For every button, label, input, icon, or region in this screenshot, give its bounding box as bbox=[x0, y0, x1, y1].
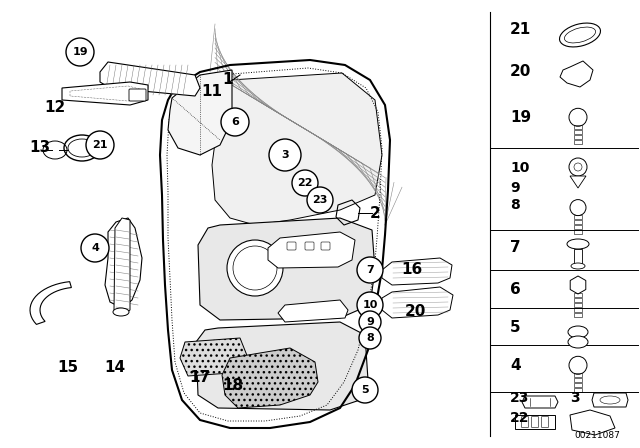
Text: 15: 15 bbox=[58, 361, 79, 375]
Text: 21: 21 bbox=[510, 22, 531, 38]
Circle shape bbox=[66, 38, 94, 66]
Circle shape bbox=[269, 139, 301, 171]
Text: 20: 20 bbox=[510, 65, 531, 79]
Text: 14: 14 bbox=[104, 361, 125, 375]
Circle shape bbox=[569, 356, 587, 374]
Text: 20: 20 bbox=[404, 305, 426, 319]
Text: 17: 17 bbox=[189, 370, 211, 385]
Text: 19: 19 bbox=[72, 47, 88, 57]
Polygon shape bbox=[168, 70, 232, 155]
Circle shape bbox=[357, 257, 383, 283]
Text: 10: 10 bbox=[362, 300, 378, 310]
Ellipse shape bbox=[559, 23, 600, 47]
Text: 1: 1 bbox=[223, 73, 233, 87]
Text: 9: 9 bbox=[366, 317, 374, 327]
Polygon shape bbox=[570, 410, 615, 435]
Text: 8: 8 bbox=[510, 198, 520, 212]
Polygon shape bbox=[560, 61, 593, 87]
Ellipse shape bbox=[568, 326, 588, 338]
Polygon shape bbox=[198, 218, 375, 320]
Text: 21: 21 bbox=[92, 140, 108, 150]
Polygon shape bbox=[570, 176, 586, 188]
Polygon shape bbox=[574, 249, 582, 266]
Text: 7: 7 bbox=[366, 265, 374, 275]
Polygon shape bbox=[570, 276, 586, 294]
Ellipse shape bbox=[568, 336, 588, 348]
Circle shape bbox=[569, 108, 587, 126]
Circle shape bbox=[81, 234, 109, 262]
Ellipse shape bbox=[571, 263, 585, 269]
Text: 19: 19 bbox=[510, 109, 531, 125]
Text: 8: 8 bbox=[366, 333, 374, 343]
Circle shape bbox=[352, 377, 378, 403]
Polygon shape bbox=[382, 258, 452, 285]
Text: 00211087: 00211087 bbox=[574, 431, 620, 440]
FancyBboxPatch shape bbox=[129, 89, 146, 101]
Text: 5: 5 bbox=[510, 320, 520, 336]
Ellipse shape bbox=[64, 135, 100, 161]
Text: 6: 6 bbox=[510, 283, 521, 297]
Ellipse shape bbox=[113, 308, 129, 316]
Circle shape bbox=[570, 200, 586, 215]
Polygon shape bbox=[62, 82, 148, 105]
Text: 2: 2 bbox=[370, 206, 380, 220]
Text: 13: 13 bbox=[29, 141, 51, 155]
Text: 22: 22 bbox=[510, 411, 529, 425]
Text: 3: 3 bbox=[281, 150, 289, 160]
Polygon shape bbox=[592, 393, 628, 407]
Text: 6: 6 bbox=[231, 117, 239, 127]
Polygon shape bbox=[515, 415, 555, 429]
Text: 10: 10 bbox=[510, 161, 529, 175]
Text: 3: 3 bbox=[570, 391, 580, 405]
Text: 12: 12 bbox=[44, 100, 66, 116]
Polygon shape bbox=[105, 218, 142, 308]
Circle shape bbox=[86, 131, 114, 159]
Polygon shape bbox=[522, 396, 558, 408]
Polygon shape bbox=[100, 62, 200, 96]
Circle shape bbox=[292, 170, 318, 196]
Text: 23: 23 bbox=[312, 195, 328, 205]
Text: 7: 7 bbox=[510, 241, 520, 255]
Ellipse shape bbox=[567, 239, 589, 249]
Text: 5: 5 bbox=[361, 385, 369, 395]
Circle shape bbox=[227, 240, 283, 296]
Text: 22: 22 bbox=[297, 178, 313, 188]
Text: 23: 23 bbox=[510, 391, 529, 405]
Polygon shape bbox=[196, 322, 368, 410]
Circle shape bbox=[569, 158, 587, 176]
Text: 16: 16 bbox=[401, 263, 422, 277]
Circle shape bbox=[359, 311, 381, 333]
Polygon shape bbox=[382, 287, 453, 318]
Polygon shape bbox=[268, 232, 355, 268]
Polygon shape bbox=[114, 218, 130, 315]
Text: 4: 4 bbox=[510, 358, 520, 372]
Circle shape bbox=[357, 292, 383, 318]
Circle shape bbox=[307, 187, 333, 213]
Circle shape bbox=[221, 108, 249, 136]
Polygon shape bbox=[222, 348, 318, 408]
Text: 11: 11 bbox=[202, 85, 223, 99]
Polygon shape bbox=[278, 300, 348, 322]
Circle shape bbox=[359, 327, 381, 349]
Polygon shape bbox=[180, 338, 248, 376]
Text: 9: 9 bbox=[510, 181, 520, 195]
Polygon shape bbox=[212, 73, 382, 225]
Text: 4: 4 bbox=[91, 243, 99, 253]
Text: 18: 18 bbox=[223, 378, 244, 392]
